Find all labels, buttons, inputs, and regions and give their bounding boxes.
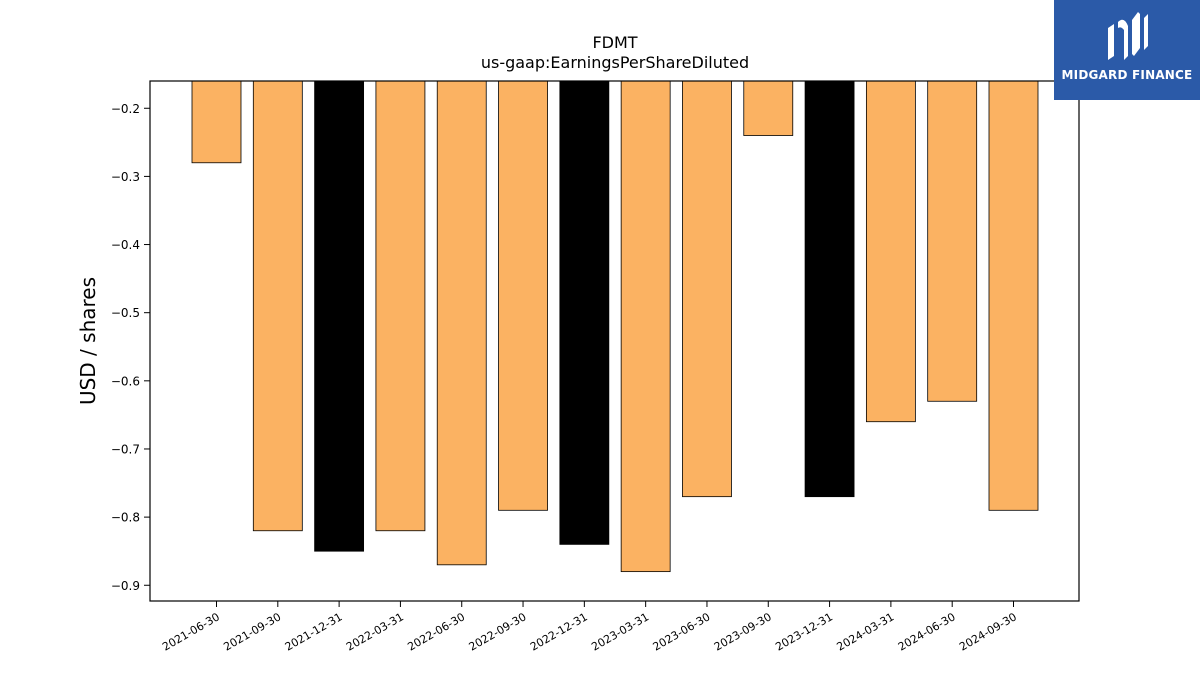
x-ticks: 2021-06-30 2021-09-30 2021-12-31 2022-03-31… [160,601,1019,654]
bar-2023-03-31 [620,80,671,573]
y-tick-label: −0.4 [111,238,140,252]
y-tick-label: −0.8 [111,511,140,525]
x-tick-label: 2024-09-30 [957,610,1019,653]
y-tick-label: −0.9 [111,579,140,593]
bar-2022-03-31 [375,80,426,532]
y-tick-label: −0.2 [111,102,140,116]
plot-frame [149,80,1080,602]
y-tick-label: −0.5 [111,306,140,320]
bar-2021-12-31 [314,80,365,552]
bar-2021-09-30 [252,80,303,532]
bar-2022-09-30 [498,80,548,511]
y-tick-label: −0.3 [111,170,140,184]
x-tick-label: 2023-03-31 [589,610,651,653]
chart-title: FDMT [592,33,637,52]
bar-2022-12-31 [559,80,610,545]
bar-2024-06-30 [927,80,978,402]
x-tick-label: 2021-12-31 [283,610,345,653]
bar-2024-03-31 [865,80,916,423]
x-tick-label: 2021-09-30 [221,610,283,653]
x-tick-label: 2021-06-30 [160,610,222,653]
x-tick-label: 2023-12-31 [773,610,835,653]
bar-2023-09-30 [743,80,794,136]
midgard-finance-logo: MIDGARD FINANCE [1054,0,1200,100]
chart-subtitle: us-gaap:EarningsPerShareDiluted [481,53,749,72]
x-tick-label: 2022-09-30 [467,610,529,653]
y-tick-label: −0.7 [111,442,140,456]
bar-2024-09-30 [988,80,1039,511]
y-tick-label: −0.6 [111,374,140,388]
bar-2021-06-30 [191,80,242,164]
x-tick-label: 2023-06-30 [651,610,713,653]
y-axis-label: USD / shares [76,277,100,405]
bar-2023-12-31 [804,80,855,498]
x-tick-label: 2022-12-31 [528,610,590,653]
x-tick-label: 2024-03-31 [835,610,897,653]
midgard-logo-icon [1108,12,1148,60]
bar-2023-06-30 [682,80,732,498]
bars-group [191,80,1039,573]
y-ticks: −0.2 −0.3 −0.4 −0.5 −0.6 −0.7 −0.8 −0.9 [111,102,150,593]
x-tick-label: 2022-06-30 [405,610,467,653]
logo-text: MIDGARD FINANCE [1061,68,1193,82]
x-tick-label: 2022-03-31 [344,610,406,653]
x-tick-label: 2024-06-30 [896,610,958,653]
x-tick-label: 2023-09-30 [712,610,774,653]
bar-2022-06-30 [436,80,487,566]
